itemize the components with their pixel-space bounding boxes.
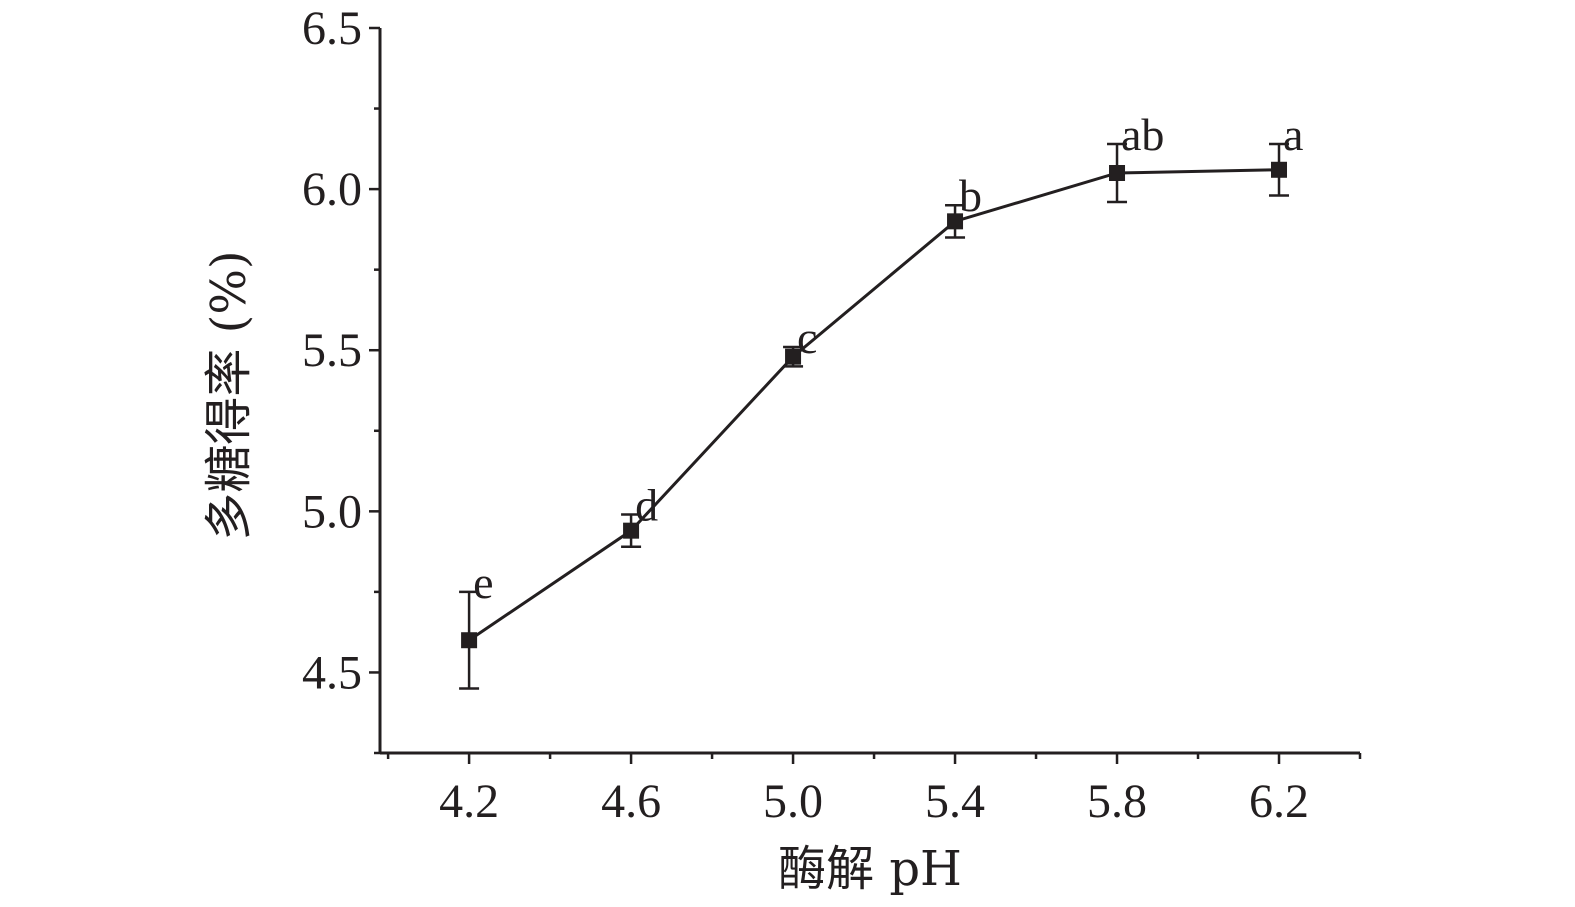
- data-series: e d c b ab a: [459, 109, 1303, 690]
- data-point: [461, 632, 478, 649]
- y-axis-title: 多糖得率 (%): [201, 250, 257, 540]
- y-tick-label: 5.5: [302, 324, 362, 377]
- x-tick-label: 4.6: [601, 775, 661, 828]
- x-tick-label: 6.2: [1249, 775, 1309, 828]
- y-tick-label: 6.5: [302, 2, 362, 55]
- x-tick-label: 5.4: [925, 775, 985, 828]
- y-tick-label: 4.5: [302, 646, 362, 699]
- significance-label: ab: [1121, 109, 1164, 160]
- data-point: [947, 213, 964, 230]
- series-line: [468, 168, 1280, 642]
- x-axis: 4.2 4.6 5.0 5.4 5.8 6.2: [380, 751, 1362, 828]
- significance-label: d: [635, 480, 658, 531]
- x-tick-label: 4.2: [439, 775, 499, 828]
- y-axis: 4.5 5.0 5.5 6.0 6.5: [302, 2, 382, 755]
- data-point: [623, 522, 640, 539]
- significance-label: a: [1283, 109, 1303, 160]
- significance-label: e: [473, 557, 493, 608]
- x-tick-label: 5.8: [1087, 775, 1147, 828]
- x-tick-label: 5.0: [763, 775, 823, 828]
- significance-label: b: [959, 170, 982, 221]
- data-point: [1271, 161, 1288, 178]
- data-point: [1109, 165, 1126, 181]
- significance-label: c: [797, 312, 817, 363]
- y-tick-label: 6.0: [302, 163, 362, 216]
- x-axis-title: 酶解 pH: [778, 841, 962, 897]
- y-tick-label: 5.0: [302, 485, 362, 538]
- data-point: [785, 348, 802, 365]
